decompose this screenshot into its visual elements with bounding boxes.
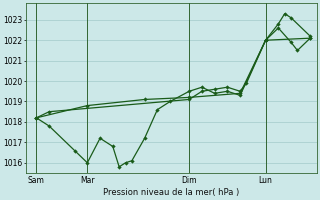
X-axis label: Pression niveau de la mer( hPa ): Pression niveau de la mer( hPa ) [103, 188, 239, 197]
